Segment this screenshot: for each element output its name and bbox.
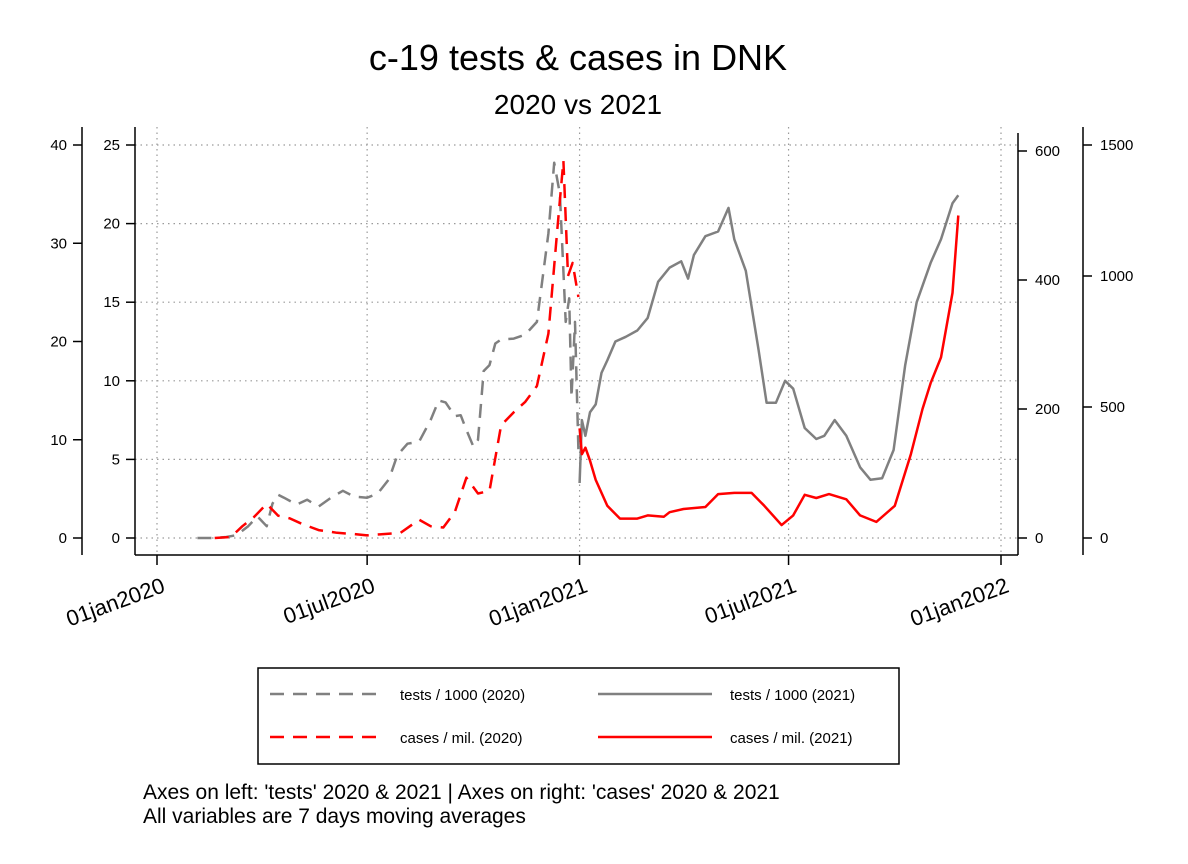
y-tick-label: 1500 bbox=[1100, 137, 1133, 154]
legend-box bbox=[257, 667, 900, 765]
y-tick-label: 200 bbox=[1035, 401, 1060, 418]
y-tick-label: 500 bbox=[1100, 399, 1125, 416]
y-tick-label: 15 bbox=[103, 294, 120, 311]
y-tick-label: 5 bbox=[112, 451, 120, 468]
y-tick-label: 0 bbox=[1100, 530, 1108, 547]
moving-average-note: All variables are 7 days moving averages bbox=[143, 805, 526, 828]
series-line-0 bbox=[197, 161, 580, 540]
y-tick-label: 10 bbox=[103, 373, 120, 390]
y-tick-label: 40 bbox=[50, 137, 67, 154]
legend-label-tests-2021: tests / 1000 (2021) bbox=[730, 687, 855, 704]
y-tick-label: 0 bbox=[59, 530, 67, 547]
chart-subtitle: 2020 vs 2021 bbox=[494, 89, 662, 120]
legend-label-cases-2021: cases / mil. (2021) bbox=[730, 730, 853, 747]
series-lines bbox=[197, 159, 960, 540]
y-tick-label: 0 bbox=[1035, 530, 1043, 547]
legend: tests / 1000 (2020) tests / 1000 (2021) … bbox=[257, 667, 900, 765]
y-tick-label: 20 bbox=[50, 334, 67, 351]
y-tick-label: 25 bbox=[103, 137, 120, 154]
series-line-2 bbox=[214, 159, 580, 540]
y-tick-label: 400 bbox=[1035, 272, 1060, 289]
chart-title: c-19 tests & cases in DNK bbox=[369, 37, 787, 78]
series-line-1 bbox=[578, 194, 960, 484]
y-tick-label: 20 bbox=[103, 216, 120, 233]
y-tick-label: 30 bbox=[50, 235, 67, 252]
y-tick-label: 0 bbox=[112, 530, 120, 547]
y-tick-label: 600 bbox=[1035, 143, 1060, 160]
y-tick-label: 1000 bbox=[1100, 268, 1133, 285]
legend-label-cases-2020: cases / mil. (2020) bbox=[400, 730, 523, 747]
y-tick-label: 10 bbox=[50, 432, 67, 449]
grid-lines bbox=[135, 127, 1018, 555]
series-line-3 bbox=[578, 215, 960, 527]
legend-label-tests-2020: tests / 1000 (2020) bbox=[400, 687, 525, 704]
axes-note: Axes on left: 'tests' 2020 & 2021 | Axes… bbox=[143, 781, 780, 804]
